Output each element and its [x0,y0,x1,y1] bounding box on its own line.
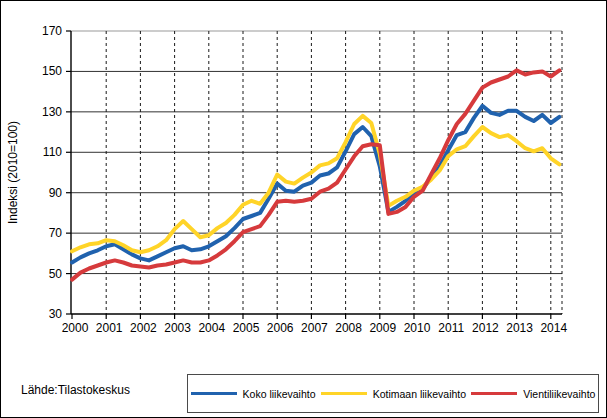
x-tick-label: 2010 [404,321,431,335]
line-chart: 30 50 70 90 110 130 150 170 2000 2001 2002 2003 2004… [1,1,606,417]
legend-entry: Vientiliikevaihto [471,388,595,400]
legend-label: Vientiliikevaihto [523,388,595,400]
legend-entry: Kotimaan liikevaihto [321,388,466,400]
x-tick-label: 2008 [335,321,362,335]
legend-swatch-icon [191,392,237,395]
y-tick-label: 150 [42,64,62,78]
y-tick-label: 70 [49,226,63,240]
x-tick-label: 2001 [96,321,123,335]
x-tick-label: 2005 [233,321,260,335]
x-tick-label: 2009 [369,321,396,335]
x-tick-label: 2006 [267,321,294,335]
series-line-vientiliikevaihto [72,70,559,279]
y-tick-label: 130 [42,105,62,119]
legend-entry: Koko liikevaihto [191,388,316,400]
series-line-kotimaan-liikevaihto [72,116,559,252]
legend-label: Koko liikevaihto [243,388,316,400]
x-tick-label: 2003 [164,321,191,335]
y-tick-label: 170 [42,24,62,38]
x-tick-label: 2000 [62,321,89,335]
chart-figure: 30 50 70 90 110 130 150 170 2000 2001 2002 2003 2004… [0,0,607,418]
y-tick-label: 30 [49,307,63,321]
x-tick-label: 2014 [540,321,567,335]
y-tick-label: 110 [43,145,62,159]
x-tick-label: 2011 [438,321,464,335]
source-label: Lähde:Tilastokeskus [21,383,130,397]
chart-legend: Koko liikevaihto Kotimaan liikevaihto Vien… [187,374,599,413]
y-axis-title: Indeksi (2010=100) [6,121,20,224]
legend-swatch-icon [471,392,517,395]
x-tick-label: 2007 [301,321,328,335]
y-tick-label: 50 [49,267,63,281]
legend-swatch-icon [321,392,367,395]
legend-label: Kotimaan liikevaihto [373,388,466,400]
x-tick-label: 2012 [472,321,499,335]
x-tick-label: 2002 [130,321,157,335]
x-tick-label: 2004 [198,321,225,335]
x-tick-label: 2013 [506,321,533,335]
y-tick-label: 90 [49,186,63,200]
